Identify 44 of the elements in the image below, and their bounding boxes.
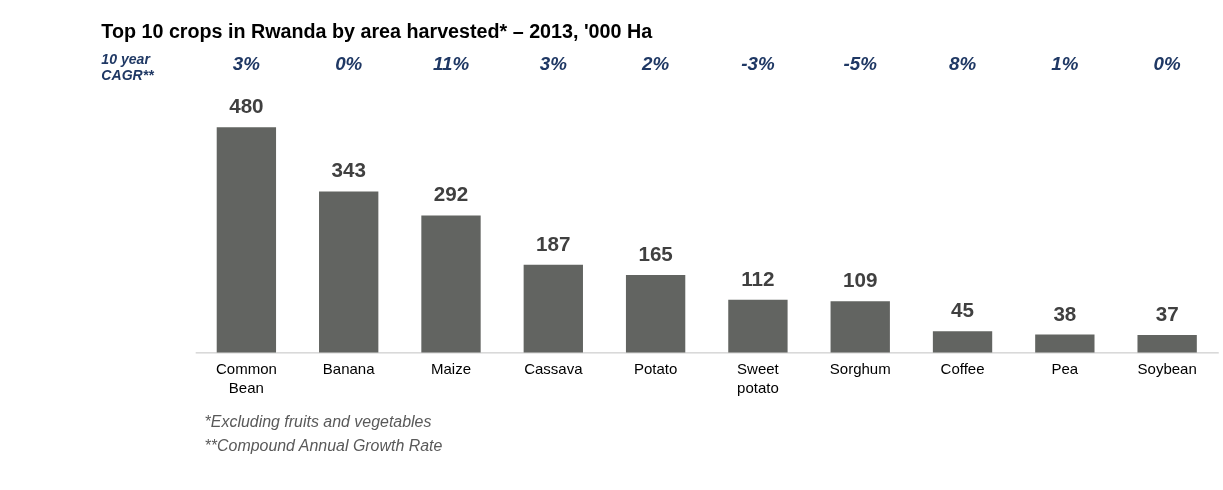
- x-tick-label: Common Bean: [215, 360, 277, 397]
- data-label: 112: [741, 266, 775, 290]
- text: 3%: [232, 52, 261, 74]
- data-label: 343: [331, 158, 366, 182]
- bar: [421, 215, 481, 353]
- bar: [216, 127, 277, 353]
- x-tick-label: Banana: [322, 360, 376, 378]
- data-label: 37: [1155, 301, 1179, 325]
- data-label: 292: [433, 182, 469, 206]
- bar: [319, 191, 379, 353]
- data-label: 38: [1053, 301, 1077, 325]
- x-tick-label: Soybean: [1137, 360, 1197, 378]
- x-tick-label: Pea: [1051, 360, 1079, 378]
- text: *Excluding fruits and vegetables: [204, 413, 432, 431]
- x-tick-label: Cassava: [524, 360, 584, 378]
- x-tick-label: Maize: [430, 360, 472, 378]
- text: 10 year CAGR**: [101, 51, 156, 84]
- text: 11%: [432, 52, 470, 74]
- x-tick-label: Sorghum: [829, 360, 891, 378]
- text: 0%: [335, 52, 363, 74]
- bar: [830, 301, 890, 353]
- text: 1%: [1051, 52, 1079, 74]
- data-label: 480: [229, 94, 264, 118]
- data-label: 109: [843, 268, 878, 292]
- text: 8%: [948, 52, 977, 74]
- bar: [1035, 334, 1095, 353]
- data-label: 165: [638, 241, 673, 265]
- text: 0%: [1153, 52, 1182, 74]
- text: **Compound Annual Growth Rate: [204, 436, 443, 454]
- bar: [728, 299, 788, 353]
- x-tick-label: Sweet potato: [737, 360, 780, 397]
- bar: [1137, 335, 1197, 353]
- bar: [932, 331, 993, 353]
- bar: [523, 264, 583, 353]
- x-tick-label: Potato: [633, 360, 678, 378]
- text: -3%: [741, 52, 775, 74]
- bar: [625, 274, 686, 353]
- x-tick-label: Coffee: [940, 360, 985, 378]
- text: -5%: [843, 52, 878, 74]
- data-label: 45: [951, 298, 975, 322]
- text: 3%: [539, 52, 568, 74]
- data-label: 187: [536, 231, 571, 255]
- text: 2%: [641, 52, 670, 74]
- chart-title: Top 10 crops in Rwanda by area harvested* – 2013, '000 Ha: [101, 19, 654, 42]
